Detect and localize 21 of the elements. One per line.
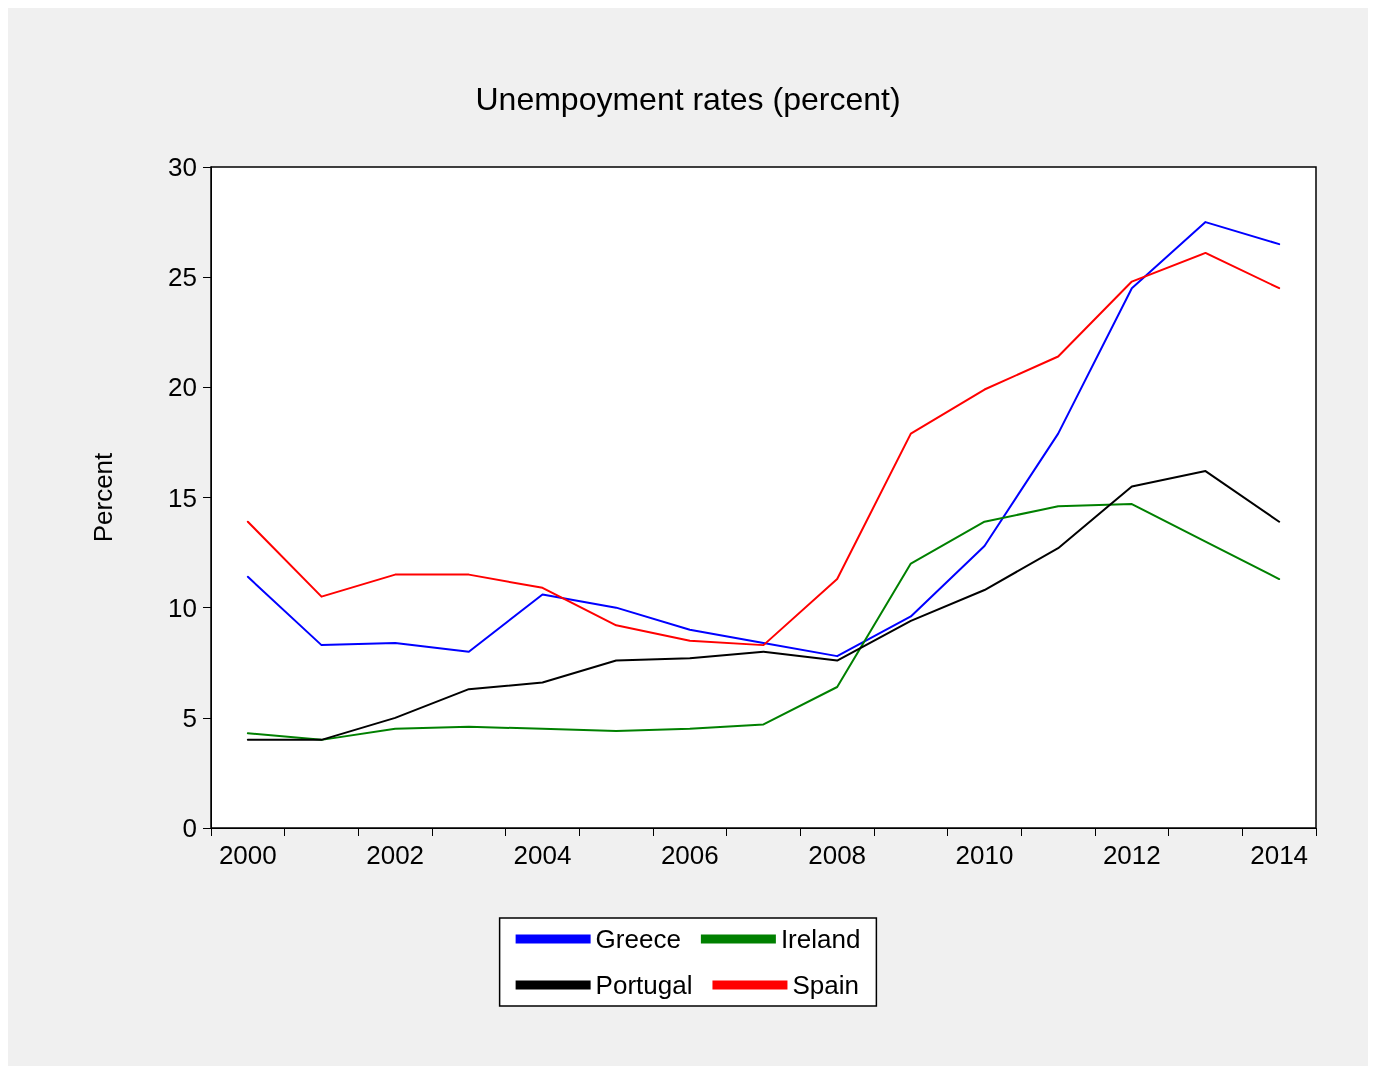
legend-label: Greece xyxy=(595,924,681,954)
x-tick-label: 2008 xyxy=(808,840,867,870)
x-tick-label: 2014 xyxy=(1250,840,1309,870)
x-tick-label: 2012 xyxy=(1102,840,1161,870)
legend-label: Spain xyxy=(792,970,859,1000)
x-tick-label: 2000 xyxy=(218,840,277,870)
x-tick-label: 2006 xyxy=(660,840,719,870)
x-tick-label: 2010 xyxy=(955,840,1014,870)
y-tick-label: 20 xyxy=(168,372,197,403)
legend-label: Portugal xyxy=(595,970,693,1000)
y-tick-label: 10 xyxy=(168,592,197,623)
x-tick-label: 2004 xyxy=(513,840,572,870)
legend-label: Ireland xyxy=(780,924,861,954)
y-tick-label: 30 xyxy=(168,152,197,182)
y-tick-label: 0 xyxy=(182,813,197,843)
x-tick-label: 2002 xyxy=(366,840,425,870)
y-tick-label: 5 xyxy=(182,702,197,733)
y-tick-label: 15 xyxy=(168,482,197,513)
y-tick-label: 25 xyxy=(168,262,197,293)
y-axis-title: Percent xyxy=(88,451,118,543)
chart-title: Unempoyment rates (percent) xyxy=(475,81,901,117)
